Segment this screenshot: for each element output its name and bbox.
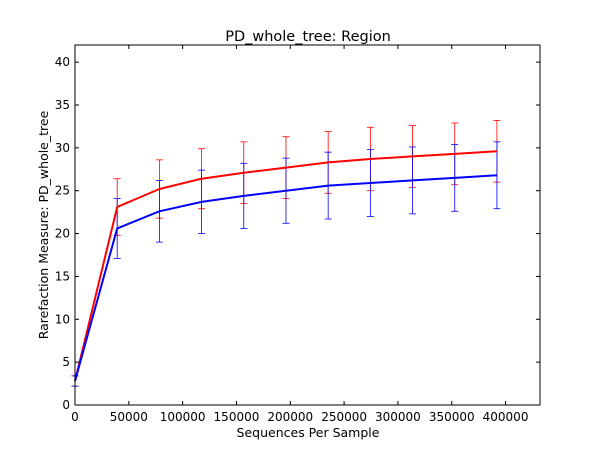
plot-layer: 0 50000 100000 150000 200000 250000 300000 3500… [55,44,541,424]
y-tick-label: 5 [62,355,70,369]
y-tick-label: 0 [62,398,70,412]
y-axis-title: Rarefaction Measure: PD_whole_tree [36,110,51,339]
y-tick-label: 30 [55,141,70,155]
y-tick-label: 10 [55,312,70,326]
x-tick-label: 250000 [321,410,367,424]
y-tick-label: 35 [55,98,70,112]
x-tick-label: 200000 [267,410,313,424]
y-tick-label: 25 [55,184,70,198]
y-tick-label: 40 [55,55,70,69]
x-tick-label: 0 [71,410,79,424]
x-tick-label: 300000 [375,410,421,424]
series-line-1 [74,150,498,382]
x-axis-title: Sequences Per Sample [237,425,380,440]
x-tick-label: 150000 [214,410,260,424]
x-tick-label: 100000 [160,410,206,424]
chart-title: PD_whole_tree: Region [225,29,391,45]
x-tick-label: 50000 [110,410,148,424]
x-tick-label: 350000 [429,410,475,424]
y-tick-label: 15 [55,269,70,283]
y-tick-label: 20 [55,227,70,241]
x-tick-label: 400000 [483,410,529,424]
plot-frame [74,44,541,406]
series-line-2 [74,174,498,382]
